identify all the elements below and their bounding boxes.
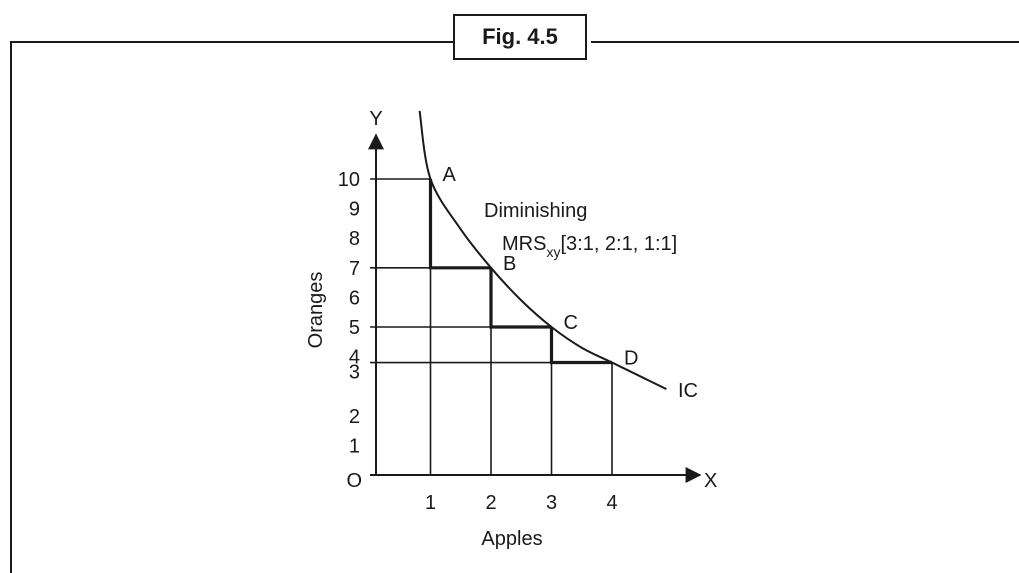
y-tick-label: 2	[349, 406, 360, 428]
figure-label-box: Fig. 4.5	[453, 14, 587, 60]
x-tick-label: 2	[485, 492, 496, 514]
y-tick-labels: 1 2 34 5 6 7 8 9 10	[338, 169, 360, 457]
mrs-step-AB	[428, 179, 491, 270]
annotation-diminishing: Diminishing	[484, 200, 587, 222]
frame-top-border-right	[591, 41, 1019, 43]
indifference-curve	[418, 110, 667, 391]
origin-label: O	[346, 470, 362, 492]
mrs-step-CD	[549, 327, 612, 365]
figure-label: Fig. 4.5	[482, 24, 558, 49]
mrs-text: MRS	[502, 233, 546, 255]
x-axis-letter: X	[704, 470, 717, 492]
x-tick-label: 3	[546, 492, 557, 514]
point-label-A: A	[443, 164, 457, 186]
y-tick-label: 9	[349, 199, 360, 221]
annotation-mrs: MRSxy[3:1, 2:1, 1:1]	[502, 233, 677, 260]
frame-left-border	[10, 41, 12, 573]
mrs-step-BC	[489, 267, 552, 329]
y-axis-title: Oranges	[305, 272, 327, 349]
mrs-subscript: xy	[546, 244, 560, 260]
x-tick-label: 4	[606, 492, 617, 514]
point-label-C: C	[564, 312, 578, 334]
x-tick-label: 1	[425, 492, 436, 514]
y-tick-label: 3	[349, 361, 360, 383]
y-tick-label: 7	[349, 258, 360, 280]
y-tick-label: 4	[349, 347, 360, 369]
mrs-step-lines	[428, 179, 612, 365]
mrs-ratios: [3:1, 2:1, 1:1]	[560, 233, 677, 255]
y-tick-label: 10	[338, 169, 360, 191]
y-tick-label: 8	[349, 228, 360, 250]
point-label-D: D	[624, 348, 638, 370]
curve-label: IC	[678, 380, 698, 402]
frame-top-border-left	[10, 41, 453, 43]
y-axis-letter: Y	[369, 108, 382, 130]
y-tick-label: 1	[349, 435, 360, 457]
point-label-B: B	[503, 253, 516, 275]
y-tick-label: 5	[349, 317, 360, 339]
y-tick-label: 6	[349, 287, 360, 309]
point-labels: A B C D	[443, 164, 639, 370]
x-axis-title: Apples	[481, 528, 542, 550]
x-tick-labels: 1 2 3 4	[425, 492, 618, 514]
